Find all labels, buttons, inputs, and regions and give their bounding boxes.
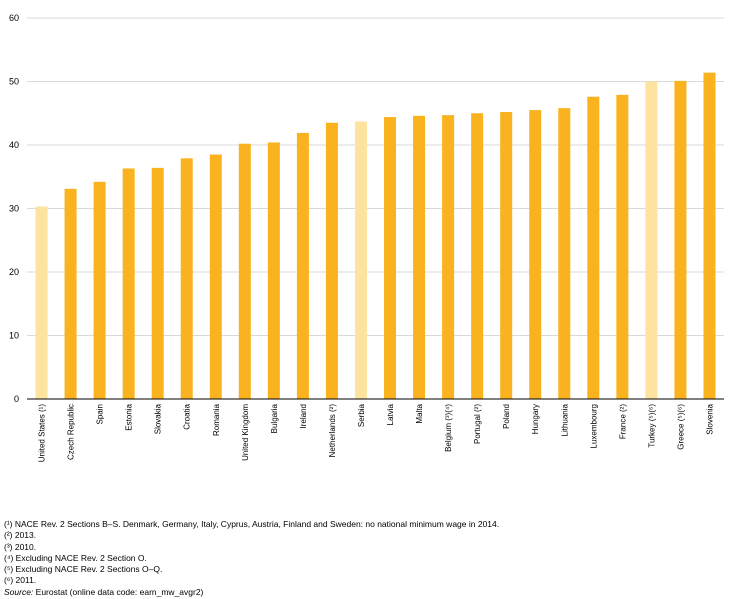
x-tick-label: Spain [96, 404, 105, 424]
source-label: Source: [4, 586, 34, 597]
x-tick-label: Latvia [386, 403, 395, 425]
footnote-2: (²) 2013. [4, 530, 37, 541]
bar [35, 206, 48, 399]
x-tick-label: Turkey (⁵)(⁶) [647, 404, 656, 448]
y-tick-label: 10 [9, 331, 19, 341]
x-tick-label: Slovenia [705, 403, 714, 434]
x-tick-label: Poland [502, 404, 511, 429]
x-axis-ticks: United States (¹) Czech Republic Spain Esto… [38, 403, 715, 462]
bar [413, 115, 426, 399]
bar [587, 96, 600, 400]
y-tick-label: 0 [14, 394, 19, 404]
x-tick-label: Ireland [299, 404, 308, 428]
source-text: Eurostat (online data code: earn_mw_avgr… [33, 586, 204, 597]
bar [674, 80, 687, 400]
footnote-3: (³) 2010. [4, 541, 37, 552]
bar [238, 143, 251, 399]
bars [35, 72, 716, 400]
x-tick-label: Luxembourg [589, 404, 598, 448]
bar [151, 167, 164, 399]
bar [703, 72, 716, 400]
x-tick-label: Netherlands (²) [328, 404, 337, 458]
gridlines [27, 17, 724, 336]
bar [122, 168, 135, 399]
x-tick-label: United Kingdom [241, 404, 250, 461]
footnote-4: (⁴) Excluding NACE Rev. 2 Section O. [4, 552, 147, 563]
x-tick-label: Hungary [531, 404, 540, 434]
bar [558, 108, 571, 400]
bar [64, 188, 77, 399]
bar [325, 122, 338, 400]
x-tick-label: Croatia [183, 403, 192, 429]
bar [209, 154, 222, 399]
y-tick-label: 30 [9, 204, 19, 214]
bar [354, 121, 367, 399]
x-tick-label: Romania [212, 403, 221, 436]
bar [471, 113, 484, 399]
y-tick-label: 40 [9, 140, 19, 150]
bar [180, 158, 193, 399]
x-tick-label: Malta [415, 403, 424, 423]
bar [616, 94, 629, 400]
bar-chart: 0 10 20 30 40 50 60 United States (¹) Czech Rep… [9, 13, 724, 462]
x-tick-label: Greece (⁵)(⁶) [676, 404, 685, 450]
y-tick-label: 50 [9, 77, 19, 87]
footnotes: (¹) NACE Rev. 2 Sections B–S. Denmark, G… [4, 519, 724, 598]
bar [529, 110, 542, 399]
bar [267, 142, 280, 399]
x-tick-label: Estonia [125, 403, 134, 430]
x-tick-label: Bulgaria [270, 403, 279, 433]
footnote-1: (¹) NACE Rev. 2 Sections B–S. Denmark, G… [4, 519, 500, 529]
x-tick-label: Lithuania [560, 403, 569, 436]
y-tick-label: 20 [9, 267, 19, 277]
x-tick-label: Slovakia [154, 403, 163, 434]
x-tick-label: France (²) [618, 404, 627, 439]
bar [384, 117, 397, 399]
bar [93, 181, 106, 399]
x-tick-label: United States (¹) [38, 404, 47, 463]
y-axis-ticks: 0 10 20 30 40 50 60 [9, 13, 19, 404]
source-line: Source: Eurostat (online data code: earn… [4, 587, 724, 598]
footnote-5: (⁵) Excluding NACE Rev. 2 Sections O–Q. [4, 564, 163, 575]
x-tick-label: Serbia [357, 403, 366, 427]
x-tick-label: Czech Republic [67, 404, 76, 460]
bar [296, 132, 309, 399]
x-tick-label: Portugal (²) [473, 404, 482, 444]
footnote-6: (⁶) 2011. [4, 575, 37, 586]
x-tick-label: Belgium (³)(⁴) [444, 404, 453, 452]
y-tick-label: 60 [9, 13, 19, 23]
bar [500, 111, 513, 399]
bar [645, 81, 658, 399]
bar [442, 115, 455, 399]
